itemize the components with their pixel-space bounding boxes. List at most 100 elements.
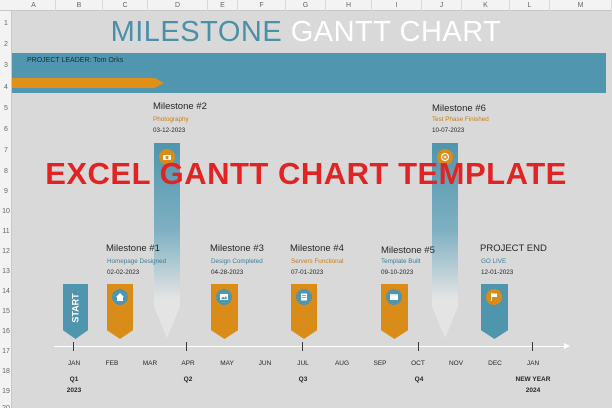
column-header-a[interactable]: A [12, 0, 56, 11]
row-header[interactable]: 18 [2, 368, 10, 375]
row-header[interactable]: 20 [0, 405, 12, 408]
start-label: START [70, 293, 81, 323]
quarter-label-q1: Q1 [69, 376, 79, 383]
project-leader-label: PROJECT LEADER: Tom Orks [27, 57, 124, 64]
quarter-label-q2: Q2 [183, 376, 193, 383]
image-icon [216, 289, 232, 305]
column-header-bar: A B C D E F G H I J K L M [0, 0, 612, 11]
template-overlay-text: EXCEL GANTT CHART TEMPLATE [45, 156, 567, 191]
milestone-3-subtitle: Design Completed [211, 258, 263, 265]
column-header-e[interactable]: E [208, 0, 238, 11]
column-header-g[interactable]: G [286, 0, 326, 11]
quarter-year-2023: 2023 [66, 387, 82, 394]
month-label: SEP [373, 360, 387, 367]
row-header[interactable]: 15 [2, 308, 10, 315]
row-header[interactable]: 12 [2, 248, 10, 255]
milestone-5-flag[interactable] [381, 284, 408, 339]
row-header[interactable]: 10 [2, 208, 10, 215]
row-header[interactable]: 6 [4, 126, 8, 133]
project-end-name: PROJECT END [480, 243, 547, 254]
quarter-year-2024: 2024 [525, 387, 541, 394]
timeline-axis [54, 346, 566, 347]
milestone-2-name: Milestone #2 [153, 101, 207, 112]
milestone-4-name: Milestone #4 [290, 243, 344, 254]
title-part-milestone: MILESTONE [110, 16, 283, 48]
target-icon [437, 149, 453, 165]
milestone-2-subtitle: Photography [153, 116, 189, 123]
month-label: NOV [448, 360, 464, 367]
timeline-arrowhead [564, 343, 570, 349]
row-header[interactable]: 8 [4, 168, 8, 175]
column-header-d[interactable]: D [148, 0, 208, 11]
row-header[interactable]: 11 [2, 228, 10, 235]
column-header-l[interactable]: L [510, 0, 550, 11]
browser-icon [386, 289, 402, 305]
project-end-date: 12-01-2023 [481, 269, 514, 276]
milestone-1-flag[interactable] [107, 284, 133, 339]
row-header[interactable]: 13 [2, 268, 10, 275]
column-header-b[interactable]: B [56, 0, 103, 11]
row-header[interactable]: 9 [4, 188, 8, 195]
column-header-f[interactable]: F [238, 0, 286, 11]
timeline-tick [302, 342, 303, 351]
milestone-3-flag[interactable] [211, 284, 238, 339]
camera-icon [159, 149, 175, 165]
title-part-gantt-chart: GANTT CHART [290, 16, 502, 48]
project-end-subtitle: GO LIVE [481, 258, 507, 265]
milestone-5-date: 09-10-2023 [381, 269, 414, 276]
month-label: DEC [488, 360, 502, 367]
month-label: JUN [258, 360, 272, 367]
row-header[interactable]: 1 [4, 20, 8, 27]
column-header-j[interactable]: J [422, 0, 462, 11]
month-label: JUL [297, 360, 309, 367]
milestone-1-name: Milestone #1 [106, 243, 160, 254]
column-header-k[interactable]: K [462, 0, 510, 11]
milestone-2-bar[interactable] [154, 143, 180, 338]
month-label: FEB [105, 360, 119, 367]
row-header-bar: 1 2 3 4 5 6 7 8 9 10 11 12 13 14 15 16 1… [0, 11, 12, 408]
server-icon [296, 289, 312, 305]
milestone-3-date: 04-28-2023 [211, 269, 244, 276]
column-header-m[interactable]: M [550, 0, 612, 11]
milestone-6-name: Milestone #6 [432, 103, 486, 114]
row-header[interactable]: 4 [4, 84, 8, 91]
row-header[interactable]: 3 [4, 62, 8, 69]
milestone-4-flag[interactable] [291, 284, 317, 339]
timeline-tick [73, 342, 74, 351]
project-end-flag[interactable] [481, 284, 508, 339]
finish-flag-icon [486, 289, 502, 305]
month-label: OCT [411, 360, 425, 367]
month-label: APR [181, 360, 195, 367]
month-label: AUG [334, 360, 350, 367]
milestone-5-name: Milestone #5 [381, 245, 435, 256]
column-header-c[interactable]: C [103, 0, 148, 11]
milestone-5-subtitle: Template Built [381, 258, 421, 265]
milestone-3-name: Milestone #3 [210, 243, 264, 254]
milestone-6-subtitle: Test Phase Finished [432, 116, 489, 123]
milestone-4-subtitle: Servers Functional [291, 258, 344, 265]
row-header[interactable]: 16 [2, 328, 10, 335]
milestone-6-bar[interactable] [432, 143, 458, 338]
column-header-i[interactable]: I [372, 0, 422, 11]
timeline-tick [186, 342, 187, 351]
column-header-h[interactable]: H [326, 0, 372, 11]
page-title: MILESTONE GANTT CHART [0, 16, 612, 49]
milestone-1-subtitle: Homepage Designed [107, 258, 167, 265]
row-header[interactable]: 19 [2, 388, 10, 395]
month-label: MAY [220, 360, 234, 367]
row-header[interactable]: 17 [2, 348, 10, 355]
milestone-2-date: 03-12-2023 [153, 127, 186, 134]
month-label: JAN [67, 360, 81, 367]
row-header[interactable]: 2 [4, 41, 8, 48]
quarter-label-q4: Q4 [414, 376, 424, 383]
timeline-tick [532, 342, 533, 351]
row-header[interactable]: 5 [4, 105, 8, 112]
row-header[interactable]: 14 [2, 288, 10, 295]
month-label: JAN [526, 360, 540, 367]
milestone-6-date: 10-07-2023 [432, 127, 465, 134]
start-flag[interactable]: START [63, 284, 88, 339]
quarter-label-new-year: NEW YEAR [515, 376, 551, 383]
quarter-label-q3: Q3 [298, 376, 308, 383]
home-icon [112, 289, 128, 305]
row-header[interactable]: 7 [4, 147, 8, 154]
